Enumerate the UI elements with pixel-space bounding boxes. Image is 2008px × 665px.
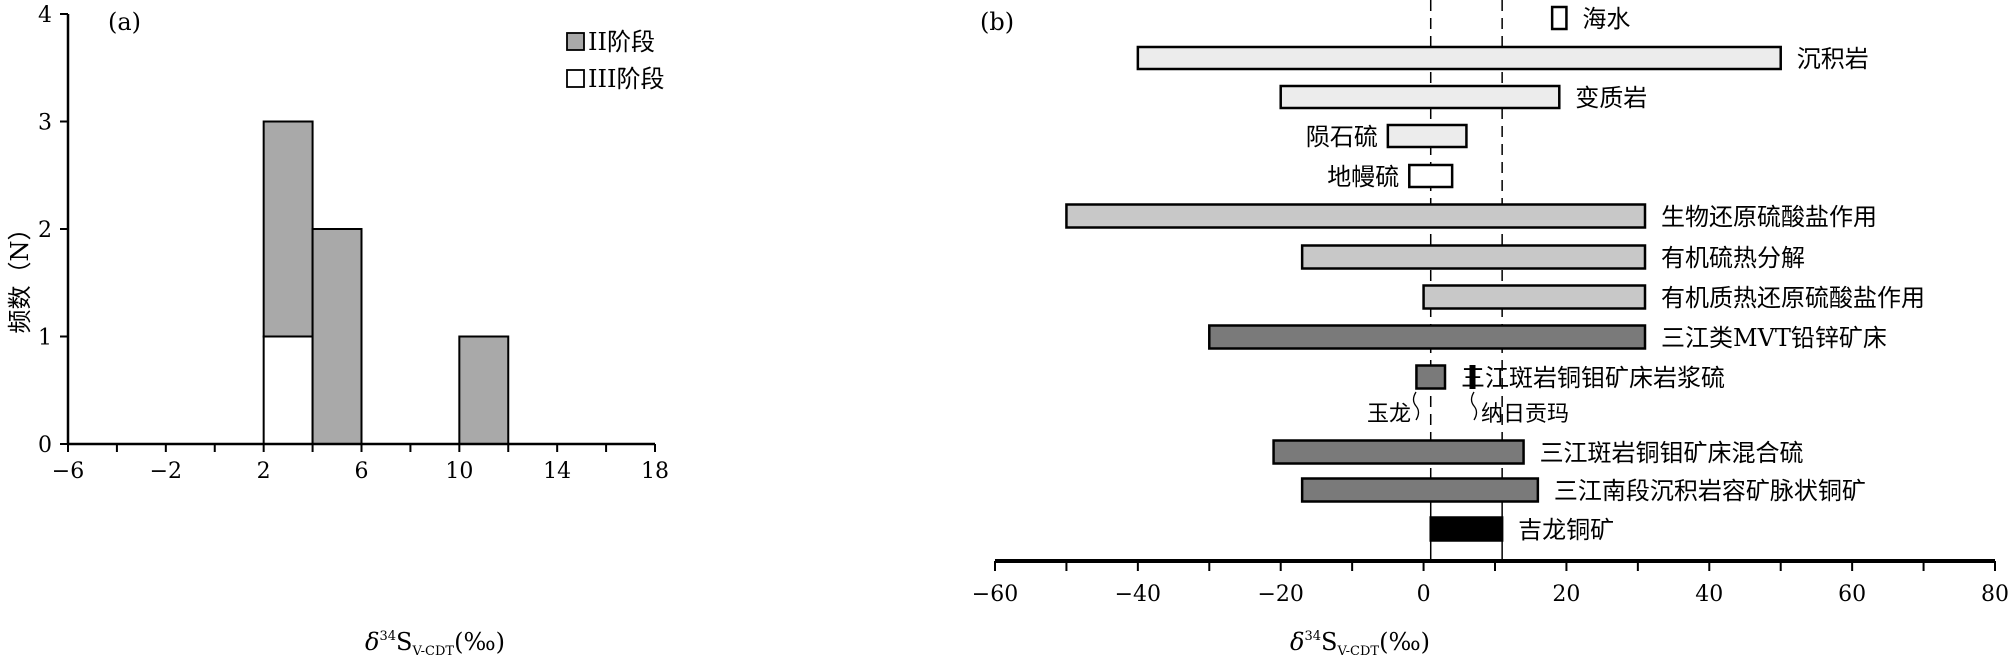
range-bar (1279, 84, 1561, 110)
x-tick-label: 20 (1552, 582, 1580, 607)
range-label: 有机硫热分解 (1661, 244, 1805, 272)
y-tick-label: 4 (38, 3, 52, 28)
range-label: 生物还原硫酸盐作用 (1661, 203, 1877, 231)
x-tick-label: 80 (1981, 582, 2008, 607)
x-tick-label: 40 (1695, 582, 1723, 607)
x-tick-label: 60 (1838, 582, 1866, 607)
legend-swatch (566, 32, 585, 51)
yulong-leader (1412, 391, 1420, 421)
legend-label: II阶段 (588, 28, 655, 56)
range-bar (1429, 516, 1504, 542)
y-tick-label: 0 (38, 433, 52, 458)
x-tick-label: 6 (355, 459, 369, 484)
range-label: 沉积岩 (1797, 45, 1869, 73)
histogram-bar (458, 335, 510, 445)
panel-a-legend: II阶段 III阶段 (566, 28, 664, 93)
range-label: 吉龙铜矿 (1518, 516, 1614, 544)
y-tick-label: 2 (38, 218, 52, 243)
y-tick-label: 1 (38, 326, 52, 351)
range-bar (1422, 284, 1647, 310)
range-bar (1136, 45, 1782, 71)
panel-a-histogram: (a) −6 −2 2 6 10 14 18 0 1 2 3 4 II阶段 III阶段 频数（N） δ3… (6, 3, 669, 659)
x-tick-label: −6 (52, 459, 84, 484)
x-tick-label: 14 (543, 459, 571, 484)
range-bar (1065, 203, 1647, 229)
x-tick-label: −20 (1257, 582, 1303, 607)
panel-b-range-chart: (b) 海水沉积岩变质岩陨石硫地幔硫生物还原硫酸盐作用有机硫热分解有机质热还原硫… (972, 0, 2008, 659)
x-tick-label: −40 (1115, 582, 1161, 607)
range-bar (1272, 439, 1525, 465)
legend-label: III阶段 (588, 65, 664, 93)
range-label: 三江斑岩铜钼矿床岩浆硫 (1461, 364, 1725, 392)
narigongma-leader (1470, 391, 1478, 421)
x-tick-label: 2 (257, 459, 271, 484)
x-tick-label: −60 (972, 582, 1018, 607)
range-label: 有机质热还原硫酸盐作用 (1661, 284, 1925, 312)
range-label: 变质岩 (1575, 84, 1647, 112)
annotation-narigongma: 纳日贡玛 (1481, 402, 1569, 427)
histogram-bar (311, 228, 363, 445)
panel-b-tag: (b) (980, 8, 1014, 36)
range-label: 海水 (1582, 5, 1630, 33)
x-tick-label: −2 (150, 459, 182, 484)
range-label: 地幔硫 (1327, 163, 1399, 191)
panel-a-x-axis-label: δ34SV-CDT(‰) (365, 628, 505, 659)
x-tick-label: 0 (1417, 582, 1431, 607)
range-bar-narigongma (1469, 365, 1476, 389)
legend-swatch (566, 69, 585, 88)
range-bar (1300, 244, 1647, 270)
range-label: 陨石硫 (1306, 123, 1378, 151)
range-label: 三江斑岩铜钼矿床混合硫 (1540, 439, 1804, 467)
range-bar (1300, 477, 1540, 503)
range-bar (1415, 364, 1447, 390)
range-bar (1208, 324, 1647, 350)
panel-b-x-axis-label: δ34SV-CDT(‰) (1290, 628, 1430, 659)
histogram-bar (262, 120, 314, 338)
histogram-bar (262, 335, 314, 445)
range-bar (1550, 5, 1568, 31)
range-bar (1408, 163, 1454, 189)
annotation-yulong: 玉龙 (1367, 402, 1411, 427)
panel-a-tag: (a) (108, 8, 141, 36)
y-tick-label: 3 (38, 111, 52, 136)
x-tick-label: 10 (445, 459, 473, 484)
x-tick-label: 18 (641, 459, 669, 484)
range-bar (1386, 123, 1468, 149)
range-label: 三江类MVT铅锌矿床 (1661, 324, 1887, 352)
range-label: 三江南段沉积岩容矿脉状铜矿 (1554, 477, 1866, 505)
panel-a-y-axis-label: 频数（N） (6, 217, 34, 334)
